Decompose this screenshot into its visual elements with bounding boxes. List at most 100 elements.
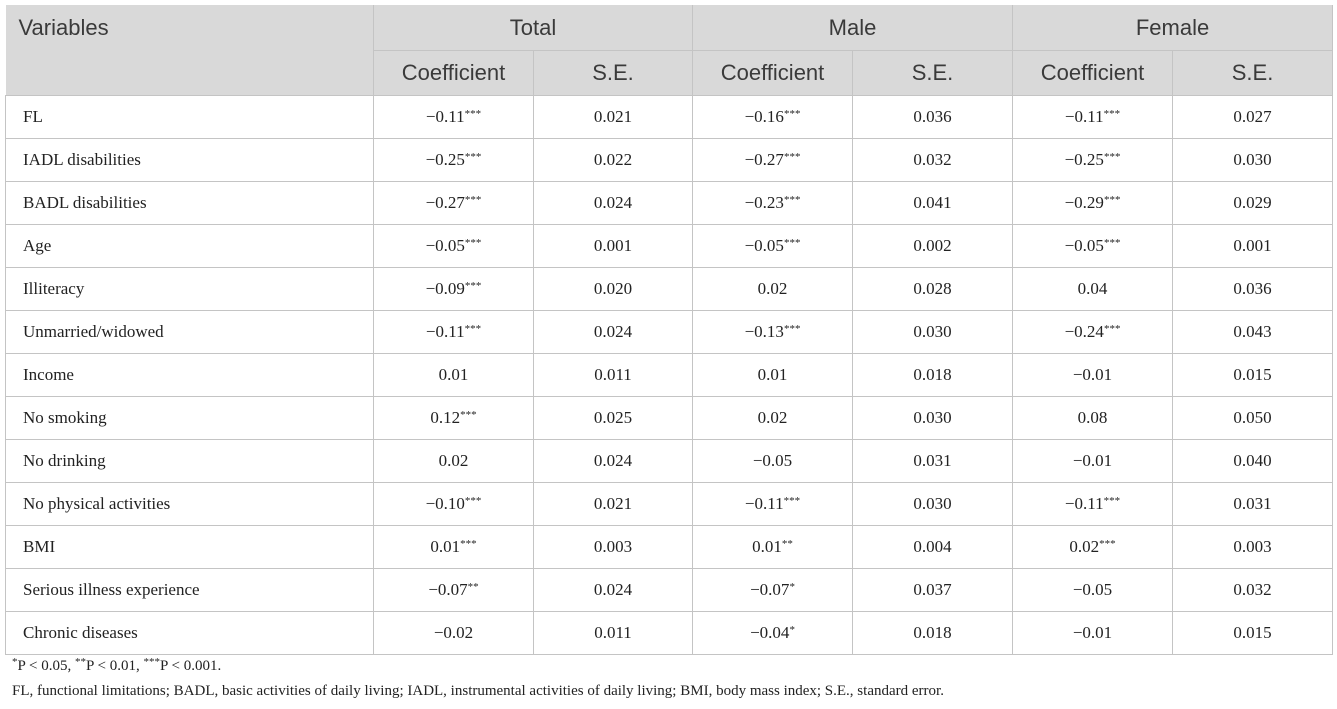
cell: −0.27*** [373,181,534,225]
cell: −0.13*** [692,310,854,354]
cell: 0.01*** [373,525,534,569]
cell: 0.02*** [1012,525,1174,569]
cell: 0.032 [1172,568,1334,612]
cell: 0.031 [852,439,1014,483]
cell: 0.043 [1172,310,1334,354]
variables-header: Variables [5,5,374,96]
cell: 0.024 [532,439,694,483]
cell: 0.030 [852,482,1014,526]
cell: −0.25*** [373,138,534,182]
table-row: Unmarried/widowed −0.11*** 0.024 −0.13*** 0.… [5,310,1334,354]
cell: 0.08 [1012,396,1174,440]
cell: 0.011 [532,611,694,655]
cell: −0.16*** [692,95,854,139]
cell: −0.01 [1012,611,1174,655]
variable-label: Income [5,353,374,397]
cell: −0.05*** [373,224,534,268]
table-row: No physical activities −0.10*** 0.021 −0.11… [5,482,1334,526]
table-row: Income 0.01 0.011 0.01 0.018 −0.01 0.015 [5,353,1334,397]
cell: 0.015 [1172,353,1334,397]
table-body: FL −0.11*** 0.021 −0.16*** 0.036 −0.11*** 0.02… [5,95,1334,655]
table-row: Chronic diseases −0.02 0.011 −0.04* 0.018 −0.… [5,611,1334,655]
cell: 0.025 [532,396,694,440]
table-row: Serious illness experience −0.07** 0.024 −0… [5,568,1334,612]
cell: 0.12*** [373,396,534,440]
cell: 0.022 [532,138,694,182]
subheader-row: Coefficient S.E. Coefficient S.E. Coefficien… [6,50,1334,96]
cell: −0.11*** [692,482,854,526]
table-row: Illiteracy −0.09*** 0.020 0.02 0.028 0.04 0.03… [5,267,1334,311]
header-row: Variables Total Male Female [5,5,1334,96]
cell: 0.024 [532,310,694,354]
cell: 0.01 [692,353,854,397]
cell: −0.23*** [692,181,854,225]
variable-label: Unmarried/widowed [5,310,374,354]
variable-label: BADL disabilities [5,181,374,225]
cell: 0.02 [373,439,534,483]
variable-label: Illiteracy [5,267,374,311]
cell: 0.024 [532,568,694,612]
cell: 0.018 [852,611,1014,655]
cell: −0.05 [692,439,854,483]
cell: 0.031 [1172,482,1334,526]
cell: −0.09*** [373,267,534,311]
table-row: BADL disabilities −0.27*** 0.024 −0.23*** 0.… [5,181,1334,225]
cell: −0.11*** [373,95,534,139]
cell: −0.04* [692,611,854,655]
results-table: Variables Total Male Female Coefficient S.E. C… [5,5,1334,655]
cell: 0.030 [852,396,1014,440]
cell: −0.25*** [1012,138,1174,182]
cell: 0.021 [532,482,694,526]
cell: 0.021 [532,95,694,139]
cell: −0.11*** [373,310,534,354]
group-header: Female [1012,5,1334,51]
cell: 0.040 [1172,439,1334,483]
variable-label: IADL disabilities [5,138,374,182]
table-row: FL −0.11*** 0.021 −0.16*** 0.036 −0.11*** 0.02… [5,95,1334,139]
cell: 0.001 [1172,224,1334,268]
table-row: No drinking 0.02 0.024 −0.05 0.031 −0.01 0.040 [5,439,1334,483]
variable-label: No drinking [5,439,374,483]
subcolumn-header: S.E. [852,50,1014,96]
cell: 0.003 [532,525,694,569]
table-row: Age −0.05*** 0.001 −0.05*** 0.002 −0.05*** 0.0… [5,224,1334,268]
cell: 0.029 [1172,181,1334,225]
variable-label: Age [5,224,374,268]
variable-label: FL [5,95,374,139]
variable-label: Serious illness experience [5,568,374,612]
cell: 0.027 [1172,95,1334,139]
cell: −0.29*** [1012,181,1174,225]
cell: 0.015 [1172,611,1334,655]
table-header: Variables Total Male Female Coefficient S.E. C… [5,5,1334,96]
cell: −0.11*** [1012,95,1174,139]
variable-label: No physical activities [5,482,374,526]
cell: −0.01 [1012,439,1174,483]
subcolumn-header: Coefficient [1012,50,1174,96]
cell: −0.24*** [1012,310,1174,354]
cell: 0.02 [692,267,854,311]
cell: −0.02 [373,611,534,655]
cell: −0.07** [373,568,534,612]
cell: −0.05*** [692,224,854,268]
footnote: FL, functional limitations; BADL, basic … [12,683,944,699]
cell: 0.01** [692,525,854,569]
subcolumn-header: S.E. [1172,50,1334,96]
cell: 0.036 [852,95,1014,139]
variable-label: Chronic diseases [5,611,374,655]
cell: −0.05*** [1012,224,1174,268]
subcolumn-header: Coefficient [373,50,534,96]
variable-label: BMI [5,525,374,569]
cell: 0.004 [852,525,1014,569]
cell: −0.27*** [692,138,854,182]
cell: −0.01 [1012,353,1174,397]
cell: 0.018 [852,353,1014,397]
cell: 0.02 [692,396,854,440]
cell: 0.050 [1172,396,1334,440]
cell: 0.036 [1172,267,1334,311]
subcolumn-header: Coefficient [692,50,854,96]
cell: 0.030 [852,310,1014,354]
cell: 0.01 [373,353,534,397]
table-row: No smoking 0.12*** 0.025 0.02 0.030 0.08 0.050 [5,396,1334,440]
cell: −0.05 [1012,568,1174,612]
